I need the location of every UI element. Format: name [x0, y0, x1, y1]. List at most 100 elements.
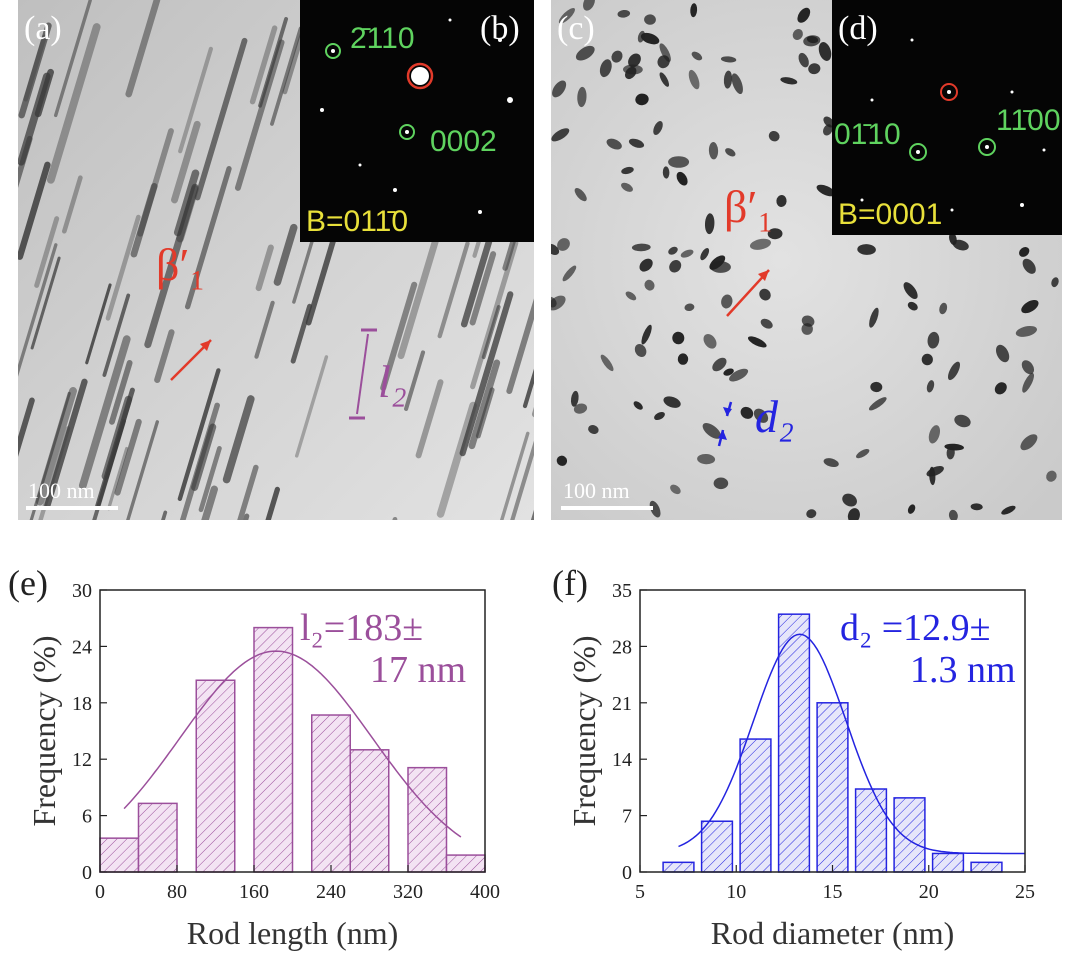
particle-precipitate: [599, 59, 612, 78]
particle-precipitate: [649, 500, 661, 518]
rod-precipitate: [234, 39, 285, 191]
particle-precipitate: [952, 239, 969, 251]
y-tick-label: 7: [622, 806, 632, 828]
particle-precipitate: [713, 477, 729, 490]
particle-precipitate: [628, 53, 641, 68]
particle-precipitate: [672, 331, 685, 345]
rod-precipitate: [107, 446, 129, 511]
index-d-2: 11̄00: [996, 104, 1061, 137]
rod-precipitate: [95, 387, 135, 509]
rod-precipitate: [437, 241, 470, 339]
x-tick-label: 160: [239, 881, 269, 903]
panel-b-label: (b): [480, 10, 520, 47]
particle-precipitate: [702, 422, 721, 439]
particle-precipitate: [668, 246, 678, 255]
rod-precipitate: [178, 46, 213, 154]
rod-precipitate: [125, 0, 161, 98]
particle-precipitate: [823, 116, 835, 128]
rod-precipitate: [154, 329, 175, 384]
rod-precipitate: [470, 240, 519, 390]
particle-precipitate: [907, 301, 918, 311]
rod-precipitate: [85, 283, 112, 365]
rod-precipitate: [44, 378, 88, 509]
x-tick-label: 25: [1015, 881, 1035, 903]
particle-precipitate: [641, 324, 652, 345]
particle-precipitate: [700, 247, 710, 261]
particle-precipitate: [634, 344, 647, 357]
particle-precipitate: [1021, 360, 1035, 375]
rod-precipitate: [506, 298, 534, 395]
rod-precipitate: [171, 120, 201, 204]
particle-precipitate: [691, 51, 703, 61]
x-tick-label: 0: [95, 881, 105, 903]
panel-d-diffraction-inset: (d) 01̄10 11̄00 B=0001: [832, 0, 1062, 235]
rod-precipitate: [184, 166, 232, 310]
particle-precipitate: [921, 353, 933, 366]
rod-precipitate: [191, 423, 217, 491]
length-marker: [349, 328, 377, 420]
particle-precipitate: [954, 414, 971, 428]
particle-precipitate: [870, 381, 883, 393]
rod-precipitate: [23, 34, 47, 102]
particle-precipitate: [577, 86, 587, 108]
particle-precipitate: [928, 425, 941, 444]
particle-precipitate: [1022, 258, 1036, 274]
particle-precipitate: [677, 353, 689, 365]
particle-precipitate: [842, 493, 857, 507]
particle-precipitate: [760, 318, 773, 329]
diffraction-spots-d: [860, 38, 1046, 212]
x-axis-label: Rod length (nm): [187, 915, 399, 951]
particle-precipitate: [697, 453, 716, 465]
particle-precipitate: [558, 7, 575, 24]
particle-precipitate: [720, 56, 737, 63]
annotation-line-1: l₂=183±: [300, 607, 423, 649]
particle-precipitate: [747, 336, 767, 348]
rod-precipitate: [237, 464, 259, 520]
particle-precipitate: [670, 484, 681, 495]
histogram-bar: [445, 854, 486, 873]
particle-precipitate: [628, 138, 645, 148]
index-b-2: 0002: [430, 125, 497, 158]
y-tick-label: 12: [72, 749, 92, 771]
rod-precipitate: [273, 223, 298, 286]
particle-precipitate: [669, 260, 682, 273]
particle-precipitate: [808, 63, 821, 75]
rod-precipitate: [294, 355, 329, 458]
histogram-bar: [99, 837, 140, 873]
particle-precipitate: [780, 77, 798, 85]
particle-precipitate: [823, 124, 833, 136]
rod-precipitate: [105, 214, 141, 321]
particle-precipitate: [806, 36, 819, 44]
particle-precipitate: [680, 249, 694, 258]
particle-precipitate: [929, 466, 936, 486]
particle-precipitate: [663, 396, 681, 408]
rod-precipitate: [18, 397, 35, 457]
rod-precipitate: [198, 445, 222, 513]
rod-precipitate: [404, 350, 426, 411]
histogram-bar: [854, 788, 888, 873]
particle-precipitate: [703, 334, 717, 349]
rod-precipitate: [78, 335, 131, 490]
rod-precipitate: [18, 243, 58, 377]
particle-precipitate: [740, 406, 754, 419]
particle-precipitate: [611, 50, 623, 63]
panel-e-label: (e): [8, 563, 48, 603]
particle-precipitate: [1022, 372, 1034, 393]
panel-a-micrograph: (a) β′₁ l₂ 100 nm (b) 2̄110 0002: [18, 0, 534, 520]
rod-precipitate: [380, 281, 418, 392]
x-tick-label: 5: [635, 881, 645, 903]
y-tick-label: 30: [72, 580, 92, 602]
particle-precipitate: [600, 354, 614, 372]
annotation-line-2: 17 nm: [370, 649, 466, 691]
particle-precipitate: [797, 7, 811, 23]
particle-precipitate: [1019, 246, 1030, 257]
particle-precipitate: [801, 315, 815, 327]
particle-precipitate: [710, 261, 731, 273]
plot-frame: [99, 589, 486, 873]
particle-precipitate: [792, 28, 803, 41]
particle-precipitate: [551, 128, 570, 142]
rod-precipitate: [249, 25, 278, 105]
chart-f-rod-diameter: 5 10 15 20 25 0 7 14 21 28 35 Rod diameter (nm) Freq…: [566, 580, 1035, 951]
rod-precipitate: [137, 128, 174, 237]
particle-precipitate: [621, 182, 633, 192]
